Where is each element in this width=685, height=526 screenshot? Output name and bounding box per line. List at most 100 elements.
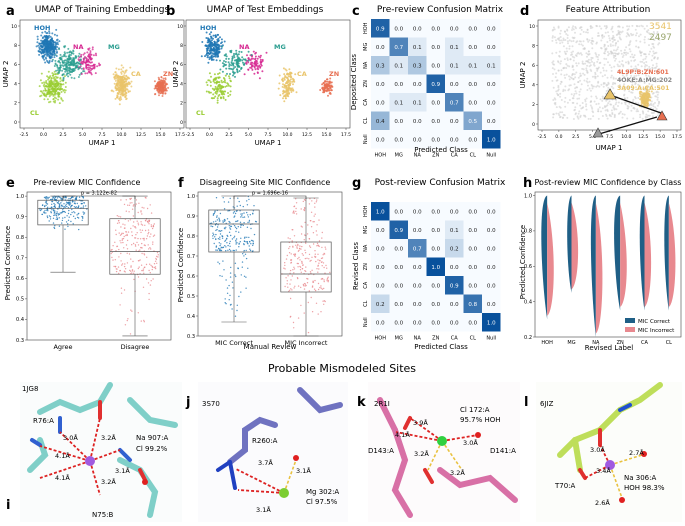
umap-point [40,34,43,37]
umap-point [618,78,621,81]
umap-point [205,37,208,39]
umap-point [605,92,607,95]
umap-point [637,46,640,49]
umap-point [232,63,234,66]
swarm-point [315,260,317,263]
umap-point [617,46,620,49]
umap-point [62,73,65,76]
matrix-cell [371,74,390,93]
umap-point [213,78,216,81]
umap-point [553,97,556,100]
umap-point [559,36,562,38]
umap-point [214,95,217,98]
swarm-point [241,261,244,263]
umap-point [72,68,75,70]
umap-point [218,44,221,47]
umap-point [601,97,604,100]
matrix-cell-value: 1.0 [376,209,385,215]
umap-point [321,86,324,89]
umap-point [635,74,638,77]
umap-point [603,57,606,60]
umap-point [253,62,256,65]
umap-point [208,91,211,94]
umap-point [219,59,221,62]
umap-point [588,53,591,55]
matrix-cell-value: 0.0 [376,137,385,143]
umap-point [596,60,599,63]
swarm-point [50,211,52,213]
swarm-point [294,285,296,287]
swarm-point [322,300,324,302]
swarm-point [252,244,254,247]
swarm-point [289,272,291,274]
umap-point [282,92,284,95]
swarm-point [133,270,135,272]
swarm-point [55,213,57,215]
matrix-cell-value: 0.0 [431,302,440,308]
umap-point [283,90,286,93]
umap-point [242,61,244,64]
umap-point [46,89,49,92]
y-tick-label: 2 [532,102,535,108]
umap-point [555,79,558,82]
panel-d-site-3: 3A09:A:CA:501 [617,85,669,92]
umap-point [552,113,555,116]
panel-j-water [293,455,299,461]
swarm-point [218,242,220,244]
swarm-point [46,208,49,211]
panel-d-title: Feature Attribution [566,5,651,15]
umap-point [65,66,68,68]
umap-point [65,69,68,72]
umap-point [206,84,209,86]
umap-point [644,53,647,56]
swarm-point [56,218,59,220]
umap-point [227,84,230,87]
umap-point [287,72,290,75]
swarm-point [119,216,122,218]
panel-l-label-6: T70:A [554,482,576,490]
swarm-point [252,212,254,214]
umap-point [244,58,247,61]
umap-point [225,57,228,60]
umap-point [330,81,333,84]
swarm-point [310,272,312,274]
swarm-point [75,206,78,208]
matrix-cell [389,19,408,38]
swarm-point [64,205,67,207]
swarm-point [303,312,305,314]
swarm-point [243,237,246,239]
umap-point [57,59,60,62]
umap-point [45,85,48,88]
swarm-point [145,238,148,240]
umap-point [646,31,649,34]
umap-point [40,39,43,42]
swarm-point [235,220,237,223]
swarm-point [127,318,129,320]
swarm-point [324,300,326,303]
panel-a-label-na: NA [73,43,83,51]
matrix-cell [463,130,482,149]
swarm-point [144,219,147,222]
umap-point [121,90,124,93]
matrix-cell-value: 0.0 [468,246,477,252]
swarm-point [216,216,218,218]
umap-point [613,113,616,116]
swarm-point [243,255,245,257]
swarm-point [317,282,320,285]
matrix-row-label: CL [363,117,369,123]
umap-point [38,53,41,56]
umap-point [259,56,262,59]
umap-point [623,49,626,52]
umap-point [54,62,57,65]
umap-point [610,85,613,88]
umap-point [216,97,219,100]
swarm-point [119,234,122,236]
umap-point [563,66,566,69]
matrix-cell-value: 0.0 [431,63,440,69]
category-label: MG [567,340,575,346]
umap-point [566,50,568,53]
umap-point [46,98,49,101]
swarm-point [129,269,131,272]
swarm-point [152,278,154,280]
panel-j-ion [279,488,289,498]
